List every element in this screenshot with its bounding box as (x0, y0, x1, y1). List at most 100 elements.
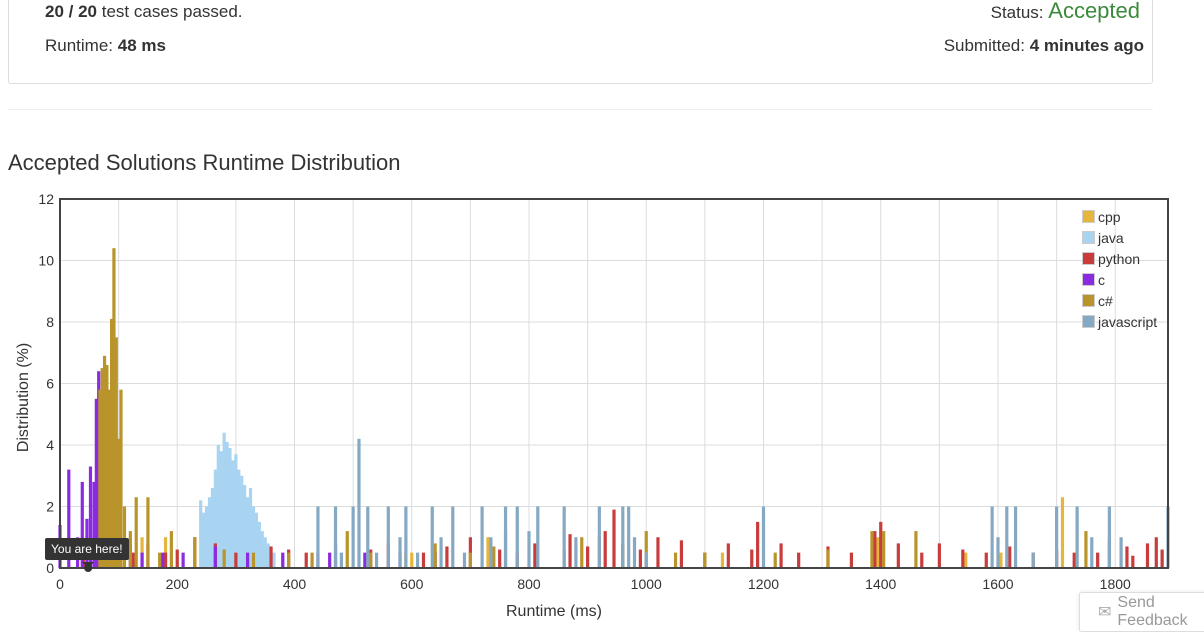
bar-csharp (222, 549, 226, 568)
bar-python (1145, 543, 1150, 568)
bar-python (1160, 549, 1164, 568)
bar-python (234, 552, 238, 568)
bar-csharp (580, 537, 584, 568)
bar-javascript (597, 506, 601, 568)
bar-java (257, 521, 261, 568)
bar-python (638, 549, 642, 568)
legend-swatch (1082, 252, 1095, 265)
chart-title: Accepted Solutions Runtime Distribution (8, 150, 401, 175)
bar-c (88, 466, 93, 568)
bar-javascript (404, 506, 408, 568)
y-tick-label: 10 (38, 253, 54, 269)
x-axis-label: Runtime (ms) (506, 603, 602, 620)
bar-csharp (345, 531, 349, 568)
bar-csharp (117, 438, 121, 568)
legend-item-c[interactable]: c (1082, 269, 1157, 290)
bar-csharp (122, 506, 127, 568)
bar-csharp (492, 546, 496, 568)
bar-javascript (562, 506, 566, 568)
bar-csharp (128, 531, 132, 568)
bar-javascript (398, 537, 402, 568)
legend-swatch (1082, 273, 1095, 286)
divider (8, 109, 1153, 110)
bar-javascript (1090, 537, 1094, 568)
x-tick-label: 800 (517, 576, 541, 592)
bar-javascript (536, 506, 540, 568)
bar-javascript (515, 506, 519, 568)
bar-csharp (158, 552, 162, 568)
bar-python (1008, 546, 1012, 568)
bar-java (260, 531, 264, 568)
legend-item-python[interactable]: python (1082, 248, 1157, 269)
bar-csharp (112, 248, 116, 568)
bar-python (586, 546, 590, 568)
legend-item-cpp[interactable]: cpp (1082, 206, 1157, 227)
status-label: Status: (990, 3, 1044, 22)
x-tick-label: 600 (400, 576, 424, 592)
y-axis-label: Distribution (%) (15, 343, 32, 452)
submitted-value: 4 minutes ago (1029, 36, 1144, 55)
bar-javascript (503, 506, 508, 568)
bar-c (328, 552, 332, 568)
bar-javascript (996, 537, 1000, 568)
runtime-value: 48 ms (117, 36, 166, 55)
bar-javascript (632, 537, 637, 568)
bar-c (80, 481, 84, 568)
x-tick-label: 400 (283, 576, 307, 592)
bar-csharp (673, 552, 678, 568)
legend-swatch (1082, 294, 1095, 307)
bar-c (213, 546, 217, 568)
bar-csharp (102, 355, 107, 568)
bar-csharp (193, 537, 197, 568)
bar-csharp (310, 552, 314, 568)
bar-csharp (703, 552, 707, 568)
bar-javascript (1075, 506, 1079, 568)
y-tick-label: 4 (46, 437, 54, 453)
bar-java (248, 488, 253, 568)
bar-javascript (644, 552, 648, 568)
bar-csharp (251, 552, 256, 568)
plot-frame (59, 198, 1169, 569)
bar-javascript (1055, 506, 1059, 568)
bar-java (272, 552, 276, 568)
legend-swatch (1082, 315, 1095, 328)
bar-java (204, 506, 209, 568)
status-value[interactable]: Accepted (1048, 0, 1140, 23)
bar-csharp (134, 497, 138, 568)
bar-c (245, 552, 250, 568)
bar-python (612, 509, 616, 568)
bar-javascript (489, 537, 493, 568)
cases-label: test cases passed. (101, 2, 243, 21)
bar-cpp (486, 537, 490, 568)
bar-javascript (416, 552, 420, 568)
send-feedback-button[interactable]: ✉ Send Feedback (1079, 592, 1204, 632)
bar-python (726, 543, 730, 568)
bar-java (266, 543, 270, 568)
bar-java (213, 469, 217, 568)
x-tick-label: 200 (166, 576, 190, 592)
bar-python (269, 546, 273, 568)
bar-python (1096, 552, 1100, 568)
bar-javascript (351, 506, 355, 568)
bar-javascript (462, 552, 467, 568)
bar-c (94, 398, 98, 568)
bar-python (984, 552, 988, 568)
bar-python (445, 546, 449, 568)
bar-java (237, 469, 241, 568)
bar-javascript (1013, 506, 1018, 568)
bar-python (961, 549, 965, 568)
bar-java (222, 432, 226, 568)
bar-javascript (1005, 506, 1009, 568)
legend-item-javascript[interactable]: javascript (1082, 311, 1157, 332)
bar-csharp (100, 368, 104, 568)
bar-java (207, 497, 212, 568)
runtime-distribution-chart: 0 200 400 600 800 1000 1200 1400 1600 1800 0 2 4 6 8 10… (15, 191, 1170, 620)
legend-item-java[interactable]: java (1082, 227, 1157, 248)
bar-javascript (333, 506, 338, 568)
bar-javascript (527, 531, 531, 568)
bar-cpp (720, 552, 725, 568)
bar-c (181, 552, 185, 568)
x-tick-label: 1400 (865, 576, 896, 592)
legend-item-csharp[interactable]: c# (1082, 290, 1157, 311)
envelope-icon: ✉ (1098, 604, 1112, 621)
